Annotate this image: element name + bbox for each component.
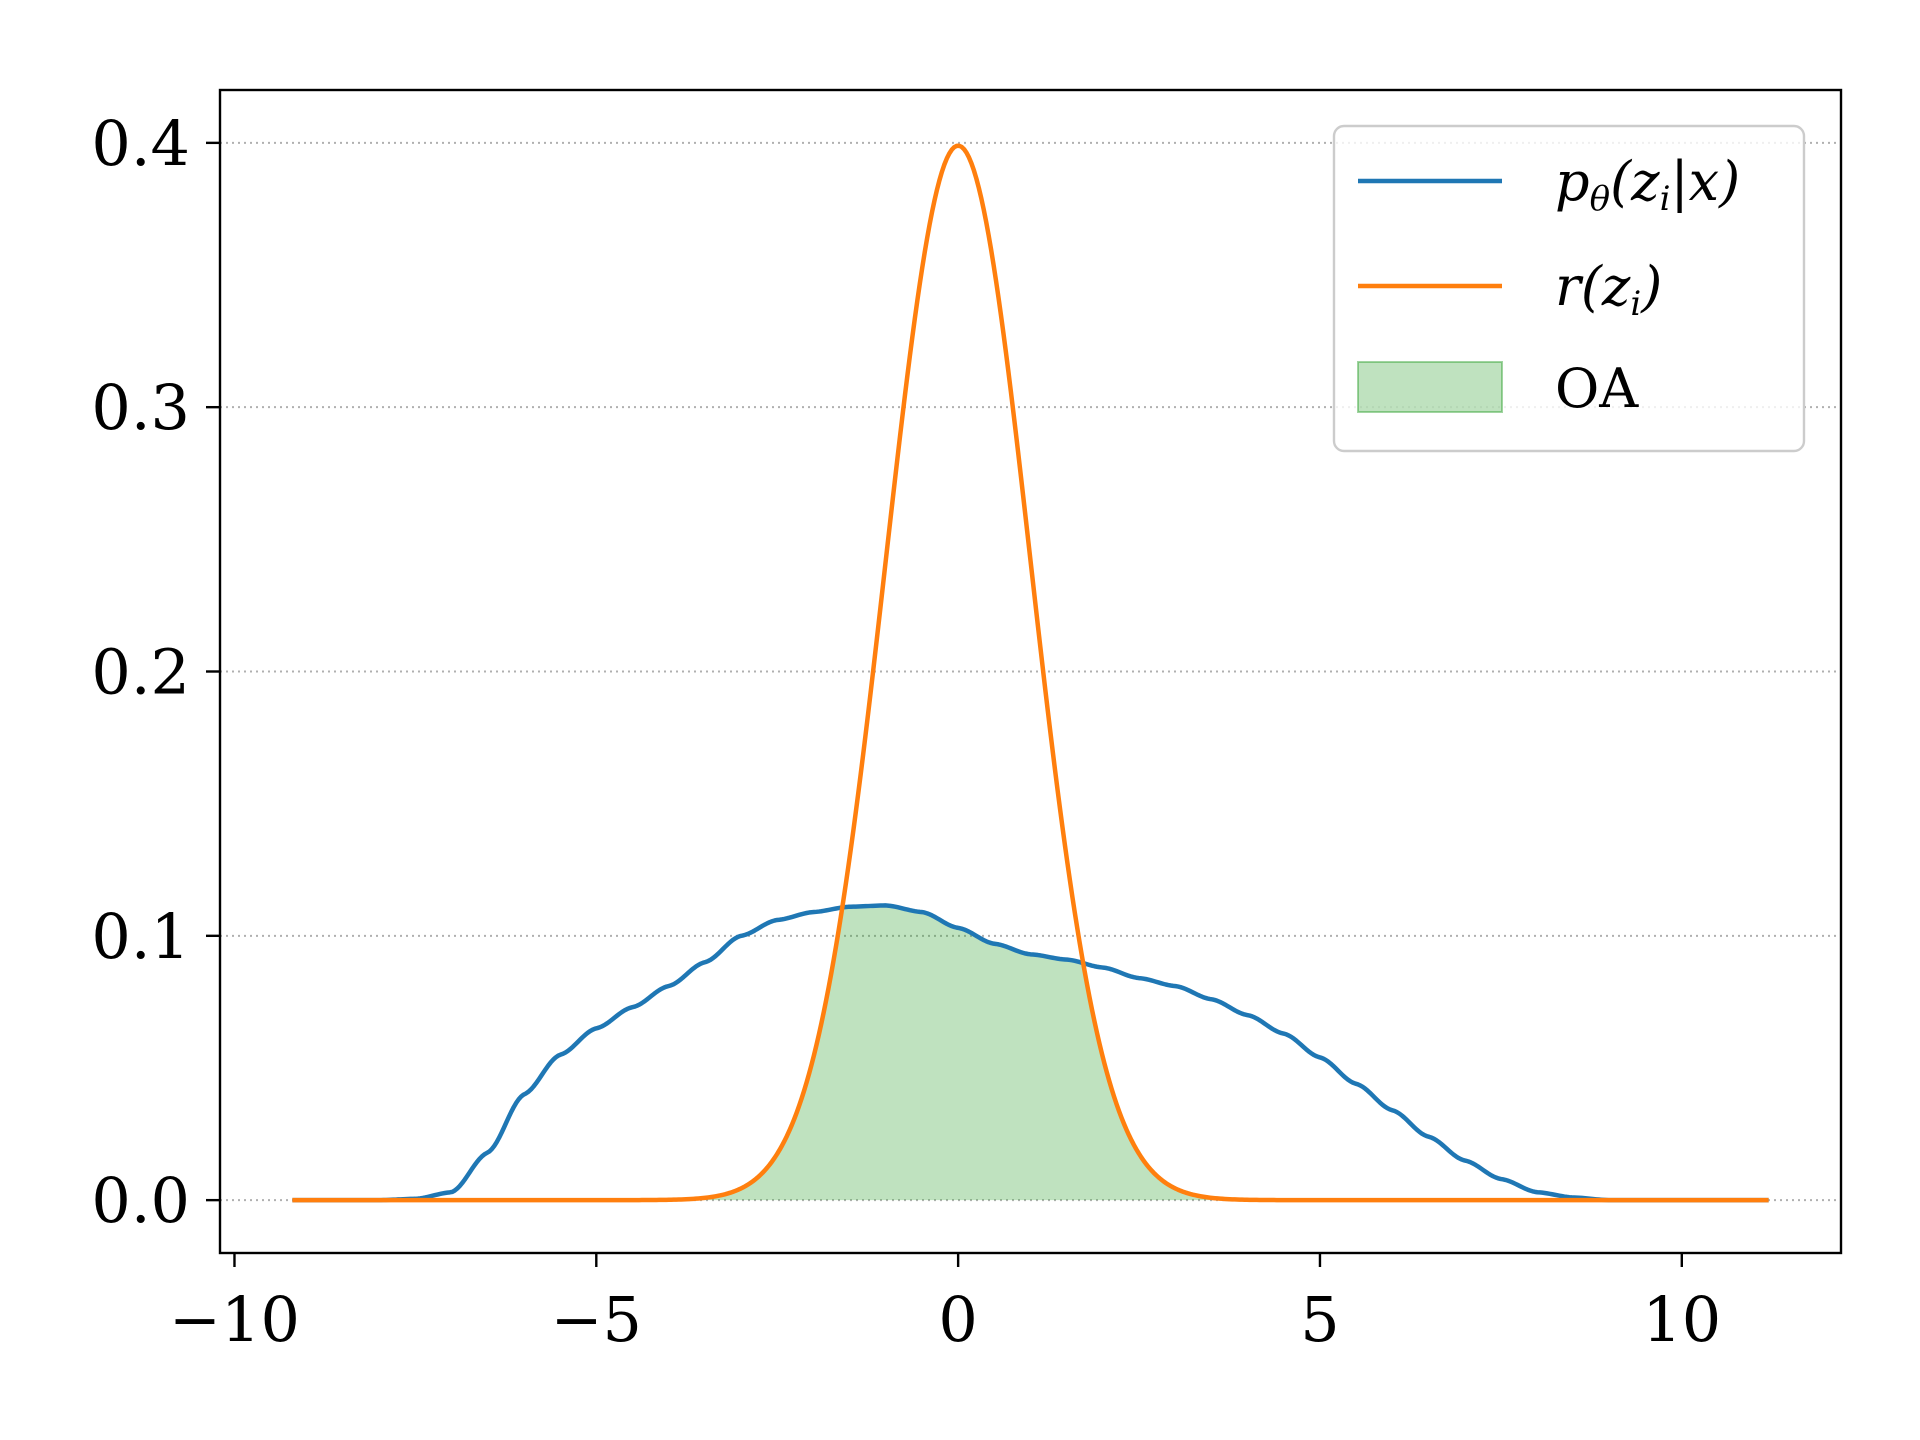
y-tick-label: 0.3 xyxy=(91,371,190,444)
x-tick-label: −5 xyxy=(551,1283,642,1356)
legend-label-p-sub: θ xyxy=(1590,179,1610,219)
legend-label-r-sub: i xyxy=(1630,284,1641,324)
legend-label-oa: OA xyxy=(1555,357,1639,420)
oa-area xyxy=(292,905,1769,1201)
legend-label-p-main: p xyxy=(1555,150,1590,213)
legend-box xyxy=(1332,124,1806,453)
y-tick-label: 0.2 xyxy=(91,636,190,709)
legend-label-p-end: |x) xyxy=(1670,150,1740,213)
legend-label-r-end: ) xyxy=(1640,255,1662,318)
legend-label-r: r(zi) xyxy=(1555,255,1662,324)
x-tick-label: −10 xyxy=(169,1283,300,1356)
x-tick-label: 10 xyxy=(1642,1283,1721,1356)
legend-label-p-rest: (z xyxy=(1610,150,1660,213)
series-line-p xyxy=(292,903,1769,1203)
legend-swatch-oa xyxy=(1357,361,1503,413)
y-tick-label: 0.0 xyxy=(91,1164,190,1237)
series-lines-layer xyxy=(292,143,1769,1203)
legend: pθ(zi|x) r(zi) OA xyxy=(1332,124,1806,453)
y-tick-label: 0.4 xyxy=(91,107,190,180)
y-axis: 0.0 0.1 0.2 0.3 0.4 xyxy=(91,107,220,1237)
series-line-r xyxy=(292,143,1769,1203)
y-tick-label: 0.1 xyxy=(91,900,190,973)
legend-label-r-main: r(z xyxy=(1555,255,1631,318)
x-tick-label: 0 xyxy=(938,1283,977,1356)
legend-label-p: pθ(zi|x) xyxy=(1555,150,1740,219)
overlap-area-layer xyxy=(292,905,1769,1201)
x-tick-label: 5 xyxy=(1300,1283,1339,1356)
x-axis: −10 −5 0 5 10 xyxy=(169,1253,1721,1356)
legend-label-p-sub2: i xyxy=(1660,179,1671,219)
